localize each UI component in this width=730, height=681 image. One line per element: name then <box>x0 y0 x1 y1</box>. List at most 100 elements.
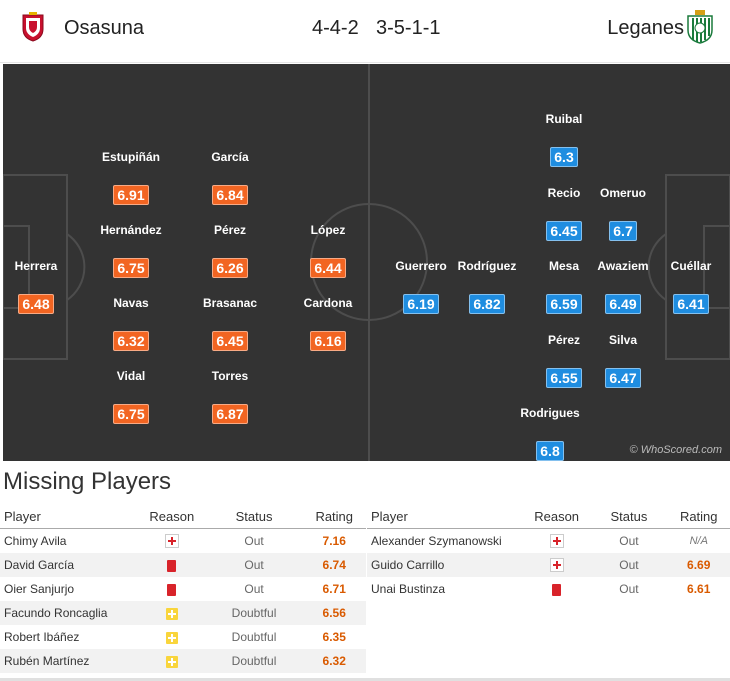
away-player-marker[interactable]: Guerrero 6.19 <box>381 259 461 314</box>
rating-cell: 6.69 <box>667 553 730 577</box>
table-row: Facundo Roncaglia Doubtful 6.56 <box>0 601 366 625</box>
player-name: Recio <box>547 186 581 200</box>
player-name: Rodríguez <box>457 259 517 273</box>
home-formation: 4-4-2 <box>312 17 359 39</box>
col-rating[interactable]: Rating <box>302 504 366 529</box>
player-rating: 6.3 <box>550 147 578 167</box>
home-player-marker[interactable]: Estupiñán 6.91 <box>91 150 171 205</box>
player-name: Estupiñán <box>101 150 160 164</box>
status-cell: Doubtful <box>231 630 277 644</box>
away-player-marker[interactable]: Cuéllar 6.41 <box>651 259 730 314</box>
col-status[interactable]: Status <box>590 504 668 529</box>
reason-cell <box>138 553 206 577</box>
player-name-cell[interactable]: Oier Sanjurjo <box>4 582 75 596</box>
home-player-marker[interactable]: Vidal 6.75 <box>91 369 171 424</box>
away-player-marker[interactable]: Rodrigues 6.8 <box>510 406 590 461</box>
home-player-marker[interactable]: Navas 6.32 <box>91 296 171 351</box>
player-name-cell[interactable]: Unai Bustinza <box>371 582 446 596</box>
injury-icon[interactable] <box>549 558 564 573</box>
player-name: Awaziem <box>597 259 649 273</box>
osasuna-crest-icon[interactable] <box>22 12 44 42</box>
player-rating: 6.7 <box>609 221 637 241</box>
away-player-marker[interactable]: Omeruo 6.7 <box>583 186 663 241</box>
missing-players-title: Missing Players <box>3 468 172 495</box>
table-row: Rubén Martínez Doubtful 6.32 <box>0 649 366 673</box>
home-player-marker[interactable]: Pérez 6.26 <box>190 223 270 278</box>
player-name: Torres <box>211 369 249 383</box>
player-name: Vidal <box>116 369 146 383</box>
reason-cell <box>522 553 591 577</box>
home-player-marker[interactable]: Herrera 6.48 <box>0 259 76 314</box>
col-status[interactable]: Status <box>205 504 303 529</box>
status-cell: Doubtful <box>205 649 303 673</box>
player-rating: 6.75 <box>113 404 149 424</box>
status-cell: Doubtful <box>205 601 303 625</box>
away-player-marker[interactable]: Ruibal 6.3 <box>524 112 604 167</box>
player-name: Rodrigues <box>520 406 580 420</box>
away-player-marker[interactable]: Silva 6.47 <box>583 333 663 388</box>
player-name: Pérez <box>547 333 581 347</box>
red-card-icon[interactable] <box>167 583 177 596</box>
watermark: © WhoScored.com <box>629 444 722 456</box>
red-card-icon[interactable] <box>167 559 177 572</box>
player-name: López <box>310 223 346 237</box>
home-player-marker[interactable]: Brasanac 6.45 <box>190 296 270 351</box>
away-player-marker[interactable]: Mesa 6.59 <box>524 259 604 314</box>
player-name: Hernández <box>100 223 162 237</box>
player-name: Ruibal <box>545 112 583 126</box>
home-player-marker[interactable]: Torres 6.87 <box>190 369 270 424</box>
player-name-cell[interactable]: Robert Ibáñez <box>4 630 80 644</box>
home-missing-players-table: Player Reason Status Rating Chimy Avila O… <box>0 504 366 673</box>
home-team-name[interactable]: Osasuna <box>64 17 145 39</box>
player-name-cell[interactable]: Alexander Szymanowski <box>371 534 502 548</box>
col-reason[interactable]: Reason <box>522 504 591 529</box>
away-player-marker[interactable]: Pérez 6.55 <box>524 333 604 388</box>
player-name: Guerrero <box>395 259 447 273</box>
reason-cell <box>138 601 206 625</box>
player-name-cell[interactable]: Chimy Avila <box>4 534 67 548</box>
player-name-cell[interactable]: Rubén Martínez <box>0 649 138 673</box>
table-row: Unai Bustinza Out 6.61 <box>367 577 730 601</box>
footer-divider <box>0 678 730 681</box>
home-player-marker[interactable]: López 6.44 <box>288 223 368 278</box>
away-team-name[interactable]: Leganes <box>607 17 684 39</box>
red-card-icon[interactable] <box>552 583 562 596</box>
home-player-marker[interactable]: García 6.84 <box>190 150 270 205</box>
player-name: Cardona <box>303 296 353 310</box>
rating-cell: N/A <box>689 535 708 547</box>
rating-cell: 6.56 <box>302 601 366 625</box>
status-cell: Out <box>619 534 639 548</box>
status-cell: Out <box>205 553 303 577</box>
player-name-cell[interactable]: Guido Carrillo <box>367 553 523 577</box>
rating-cell: 6.35 <box>322 630 346 644</box>
player-rating: 6.49 <box>605 294 641 314</box>
leganes-crest-icon[interactable] <box>686 10 714 44</box>
injury-icon[interactable] <box>164 534 179 549</box>
player-rating: 6.48 <box>18 294 54 314</box>
home-player-marker[interactable]: Cardona 6.16 <box>288 296 368 351</box>
injury-icon[interactable] <box>549 534 564 549</box>
player-rating: 6.19 <box>403 294 439 314</box>
home-player-marker[interactable]: Hernández 6.75 <box>91 223 171 278</box>
player-rating: 6.45 <box>212 331 248 351</box>
col-player[interactable]: Player <box>367 504 523 529</box>
table-row: Guido Carrillo Out 6.69 <box>367 553 730 577</box>
doubtful-icon[interactable] <box>165 607 178 620</box>
player-name: Mesa <box>548 259 580 273</box>
player-name-cell[interactable]: David García <box>0 553 138 577</box>
away-player-marker[interactable]: Rodríguez 6.82 <box>447 259 527 314</box>
reason-cell <box>138 625 206 649</box>
player-rating: 6.75 <box>113 258 149 278</box>
rating-cell: 6.32 <box>302 649 366 673</box>
doubtful-icon[interactable] <box>165 655 178 668</box>
away-player-marker[interactable]: Awaziem 6.49 <box>583 259 663 314</box>
col-rating[interactable]: Rating <box>667 504 730 529</box>
doubtful-icon[interactable] <box>165 631 178 644</box>
col-player[interactable]: Player <box>0 504 138 529</box>
col-reason[interactable]: Reason <box>138 504 206 529</box>
player-name-cell[interactable]: Facundo Roncaglia <box>0 601 138 625</box>
player-name: Omeruo <box>599 186 646 200</box>
player-name: Pérez <box>213 223 247 237</box>
table-row: David García Out 6.74 <box>0 553 366 577</box>
away-player-marker[interactable]: Recio 6.45 <box>524 186 604 241</box>
